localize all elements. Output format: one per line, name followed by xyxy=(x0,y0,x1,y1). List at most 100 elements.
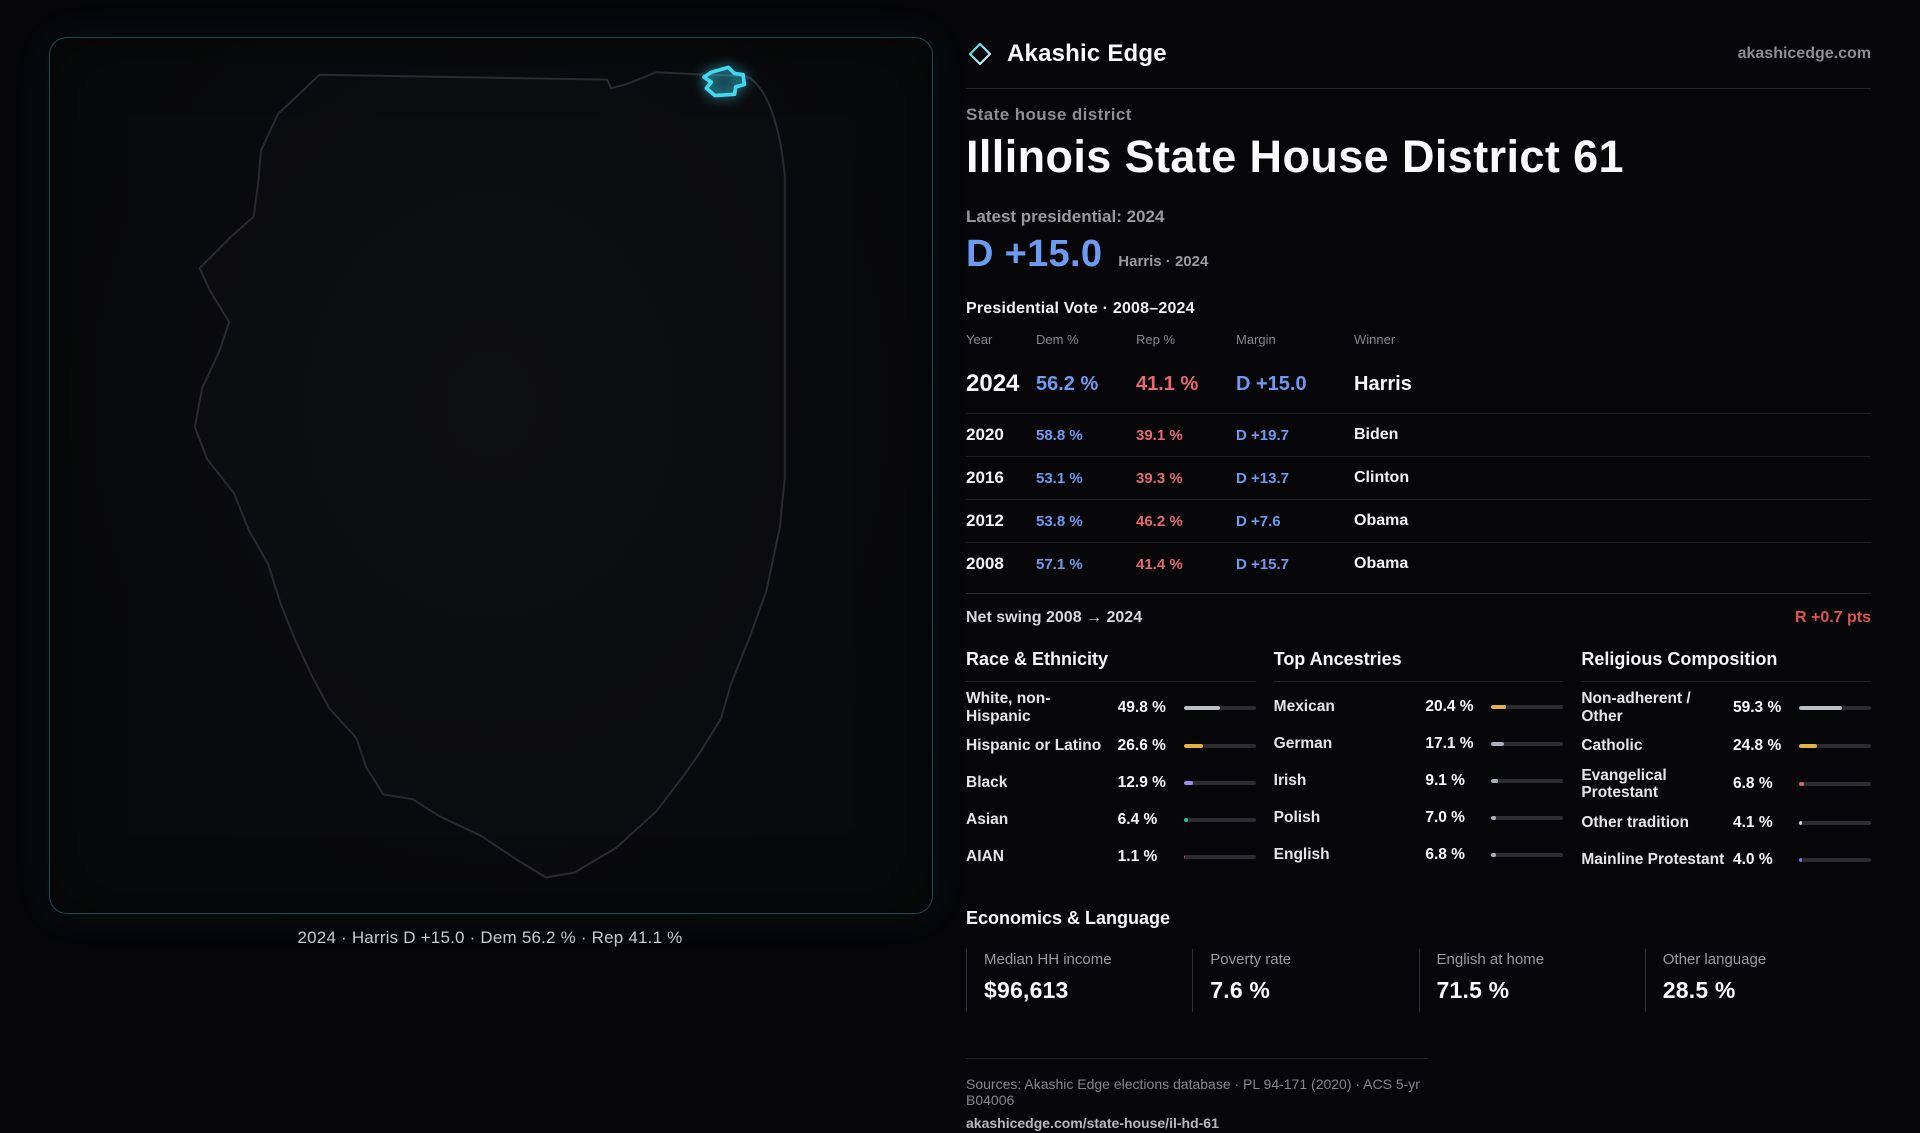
list-item: Asian 6.4 % xyxy=(966,802,1256,839)
list-item: Catholic 24.8 % xyxy=(1581,728,1871,765)
net-swing-label: Net swing 2008 → 2024 xyxy=(966,609,1143,626)
row-year: 2020 xyxy=(966,425,1004,444)
col-dem: Dem % xyxy=(1036,332,1079,347)
row-year: 2008 xyxy=(966,554,1004,573)
row-year: 2024 xyxy=(966,370,1020,397)
economics-stats: Median HH income $96,613 Poverty rate 7.… xyxy=(966,949,1871,1013)
row-margin: D +19.7 xyxy=(1236,426,1289,444)
demo-bar-fill xyxy=(1491,778,1498,783)
demo-label: English xyxy=(1273,845,1330,863)
demo-value: 6.8 % xyxy=(1732,775,1773,793)
demographics-section: Race & Ethnicity White, non-Hispanic 49.… xyxy=(966,649,1871,878)
demo-group-title: Top Ancestries xyxy=(1273,649,1564,682)
demo-bar-fill xyxy=(1183,781,1193,786)
stat-other-language: Other language 28.5 % xyxy=(1644,949,1871,1013)
net-swing-value: R +0.7 pts xyxy=(1794,609,1871,626)
demo-value: 49.8 % xyxy=(1117,698,1166,716)
list-item: Other tradition 4.1 % xyxy=(1581,804,1871,841)
stat-label: Other language xyxy=(1662,951,1767,969)
row-dem-pct: 58.8 % xyxy=(1036,426,1083,444)
table-row: 2024 56.2 % 41.1 % D +15.0 Harris xyxy=(966,357,1871,414)
row-winner: Biden xyxy=(1354,426,1399,443)
demo-bar-track xyxy=(1491,778,1564,783)
table-row: 2016 53.1 % 39.3 % D +13.7 Clinton xyxy=(966,457,1871,500)
demo-value: 6.8 % xyxy=(1425,845,1465,863)
demo-label: Other tradition xyxy=(1581,813,1689,831)
demo-bar-fill xyxy=(1491,741,1504,746)
table-row: 2012 53.8 % 46.2 % D +7.6 Obama xyxy=(966,500,1871,543)
row-rep-pct: 41.1 % xyxy=(1136,372,1199,395)
list-item: White, non-Hispanic 49.8 % xyxy=(966,688,1256,728)
row-winner: Obama xyxy=(1354,512,1409,529)
list-item: English 6.8 % xyxy=(1274,836,1564,873)
demo-value: 20.4 % xyxy=(1425,697,1474,715)
demo-bar-track xyxy=(1798,705,1871,710)
vote-table: Year Dem % Rep % Margin Winner 2024 56.2… xyxy=(966,318,1871,585)
row-dem-pct: 57.1 % xyxy=(1036,555,1083,573)
demo-bar-track xyxy=(1798,820,1871,825)
row-margin: D +15.0 xyxy=(1236,372,1307,395)
demo-label: Evangelical Protestant xyxy=(1581,766,1667,802)
economics-section-title: Economics & Language xyxy=(966,908,1171,929)
detail-panel: Akashic Edge akashicedge.com State house… xyxy=(966,0,1871,1133)
demo-bar-fill xyxy=(1798,820,1802,825)
net-swing-row: Net swing 2008 → 2024 R +0.7 pts xyxy=(966,593,1871,627)
list-item: German 17.1 % xyxy=(1274,725,1564,762)
demo-label: Non-adherent / Other xyxy=(1581,690,1691,725)
row-dem-pct: 56.2 % xyxy=(1036,372,1099,395)
row-margin: D +15.7 xyxy=(1236,555,1289,573)
vote-table-header: Year Dem % Rep % Margin Winner xyxy=(966,318,1871,357)
brand-name: Akashic Edge xyxy=(1007,40,1167,67)
demo-bar-track xyxy=(1798,744,1871,749)
row-rep-pct: 39.3 % xyxy=(1136,469,1183,487)
list-item: Mexican 20.4 % xyxy=(1274,688,1564,725)
race-ethnicity-column: Race & Ethnicity White, non-Hispanic 49.… xyxy=(966,649,1256,878)
demo-label: Irish xyxy=(1273,771,1307,789)
stat-label: Poverty rate xyxy=(1210,951,1292,969)
district-61-highlight[interactable] xyxy=(702,65,747,98)
top-ancestries-column: Top Ancestries Mexican 20.4 % German 17.… xyxy=(1273,649,1564,878)
demo-bar-track xyxy=(1798,857,1871,862)
footer-permalink[interactable]: akashicedge.com/state-house/il-hd-61 xyxy=(966,1115,1219,1132)
demo-value: 12.9 % xyxy=(1117,774,1166,792)
demo-value: 4.1 % xyxy=(1732,813,1773,831)
map-caption: 2024 · Harris D +15.0 · Dem 56.2 % · Rep… xyxy=(297,928,683,947)
row-winner: Clinton xyxy=(1354,469,1410,486)
district-kicker: State house district xyxy=(966,105,1132,124)
stat-value: 7.6 % xyxy=(1210,977,1271,1004)
stat-label: English at home xyxy=(1436,951,1545,969)
list-item: Evangelical Protestant 6.8 % xyxy=(1581,765,1871,805)
demo-bar-track xyxy=(1798,782,1871,787)
demo-bar-track xyxy=(1183,855,1256,860)
list-item: Mainline Protestant 4.0 % xyxy=(1581,841,1871,878)
demo-bar-fill xyxy=(1491,852,1497,857)
row-dem-pct: 53.1 % xyxy=(1036,469,1083,487)
illinois-state-outline xyxy=(193,71,786,879)
demo-bar-fill xyxy=(1798,705,1842,710)
row-rep-pct: 39.1 % xyxy=(1136,426,1183,444)
demo-label: Asian xyxy=(966,811,1009,829)
page-title: Illinois State House District 61 xyxy=(966,131,1624,182)
stat-poverty-rate: Poverty rate 7.6 % xyxy=(1192,949,1418,1013)
row-margin: D +13.7 xyxy=(1236,469,1289,487)
row-year: 2012 xyxy=(966,511,1004,530)
demo-bar-track xyxy=(1491,704,1564,709)
demo-value: 24.8 % xyxy=(1732,737,1782,755)
table-row: 2020 58.8 % 39.1 % D +19.7 Biden xyxy=(966,414,1871,457)
demo-value: 6.4 % xyxy=(1117,811,1158,829)
demo-bar-track xyxy=(1491,852,1564,857)
brand-header: Akashic Edge akashicedge.com xyxy=(966,0,1871,89)
demo-bar-fill xyxy=(1798,744,1817,749)
demo-label: German xyxy=(1273,734,1333,752)
demo-value: 17.1 % xyxy=(1425,734,1474,752)
brand-domain-link[interactable]: akashicedge.com xyxy=(1737,45,1871,62)
row-margin: D +7.6 xyxy=(1236,512,1281,530)
latest-presidential-label: Latest presidential: 2024 xyxy=(966,207,1165,226)
demo-bar-track xyxy=(1491,815,1564,820)
demo-value: 7.0 % xyxy=(1425,808,1465,826)
table-row: 2008 57.1 % 41.4 % D +15.7 Obama xyxy=(966,543,1871,585)
footer: Sources: Akashic Edge elections database… xyxy=(966,1058,1428,1133)
footer-sources: Sources: Akashic Edge elections database… xyxy=(966,1076,1420,1109)
demo-bar-fill xyxy=(1183,744,1203,749)
list-item: Polish 7.0 % xyxy=(1274,799,1564,836)
